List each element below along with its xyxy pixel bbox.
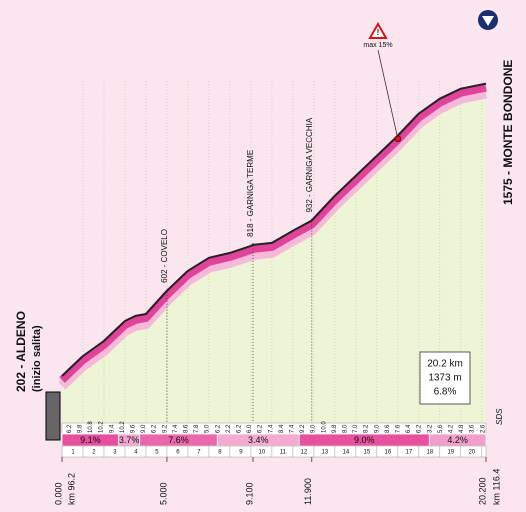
gradient-label: 7.0	[353, 424, 359, 433]
km-mark-label: 9.100	[244, 482, 254, 505]
warning-icon: !	[368, 21, 388, 39]
km-tick-label: 16	[384, 450, 391, 456]
profile-line	[59, 83, 487, 383]
gradient-label: 4.8	[459, 424, 465, 433]
gradient-label: 7.4	[268, 424, 274, 433]
gradient-label: 10.8	[88, 421, 94, 433]
gradient-label: 7.4	[289, 424, 295, 433]
summary-text: 20.2 km	[427, 359, 463, 370]
km-tick-label: 7	[197, 450, 201, 456]
gradient-label: 8.2	[364, 424, 370, 433]
gradient-label: 6.2	[236, 424, 242, 433]
start-block	[45, 391, 61, 441]
km-tick-label: 8	[218, 450, 222, 456]
km-mark-label: 20.200	[477, 477, 487, 505]
km-tick-label: 10	[259, 450, 266, 456]
gradient-label: 9.4	[109, 424, 115, 433]
km-tick-label: 4	[134, 450, 138, 456]
gradient-label: 7.6	[395, 424, 401, 433]
km-mark-label: 0.000	[53, 482, 63, 505]
gradient-label: 9.0	[141, 424, 147, 433]
km-tick-label: 2	[92, 450, 96, 456]
gradient-label: 7.8	[194, 424, 200, 433]
finish-label: 1575 - MONTE BONDONE	[501, 60, 515, 205]
km-tick-label: 9	[239, 450, 243, 456]
start-note: (inizio salita)	[31, 325, 43, 392]
finish-icon	[478, 10, 498, 30]
profile-ribbon	[58, 88, 487, 390]
gradient-label: 6.0	[247, 424, 253, 433]
gradient-label: 2.2	[226, 424, 232, 433]
waypoint-label: 932 - GARNIGA VECCHIA	[305, 117, 314, 212]
finish-km: km 116.4	[491, 469, 501, 505]
km-tick-label: 5	[155, 450, 159, 456]
segment-label: 7.6%	[168, 435, 189, 445]
km-tick-label: 18	[426, 450, 433, 456]
gradient-label: 6.2	[152, 424, 158, 433]
max-gradient-dot	[394, 135, 402, 143]
segment-label: 9.1%	[80, 435, 101, 445]
km-tick-label: 15	[364, 450, 371, 456]
start-km: km 96.2	[66, 473, 76, 505]
gradient-label: 8.4	[279, 424, 285, 433]
km-tick-label: 1	[71, 450, 75, 456]
km-tick-label: 12	[301, 450, 308, 456]
km-mark-label: 11.900	[303, 478, 313, 505]
gradient-label: 4.2	[448, 424, 454, 433]
profile-area	[62, 95, 486, 423]
gradient-label: 7.4	[173, 424, 179, 433]
gradient-label: 6.4	[406, 424, 412, 433]
waypoint-label: 818 - GARNIGA TERME	[246, 150, 255, 237]
gradient-label: 9.2	[162, 424, 168, 433]
gradient-label: 9.6	[130, 424, 136, 433]
waypoint-label: 602 - COVELO	[160, 229, 169, 283]
summary-box	[419, 351, 471, 405]
max-gradient-label: max 15%	[363, 42, 392, 49]
gradient-label: 6.2	[258, 424, 264, 433]
gradient-label: 6.2	[67, 424, 73, 433]
km-tick-label: 20	[468, 450, 475, 456]
summary-text: 6.8%	[434, 387, 457, 398]
gradient-label: 9.0	[374, 424, 380, 433]
gradient-label: 8.6	[183, 424, 189, 433]
svg-text:!: !	[377, 28, 380, 37]
gradient-label: 8.6	[385, 424, 391, 433]
km-row	[61, 445, 487, 458]
profile-edge	[61, 82, 487, 377]
km-tick-label: 14	[343, 450, 350, 456]
km-mark-label: 5.000	[158, 482, 168, 505]
km-tick-label: 17	[405, 450, 412, 456]
gradient-label: 8.0	[342, 424, 348, 433]
km-tick-label: 3	[113, 450, 117, 456]
gradient-label: 2.6	[480, 424, 486, 433]
gradient-label: 10.2	[120, 421, 126, 433]
segment-label: 3.4%	[248, 435, 269, 445]
gradient-label: 3.2	[427, 424, 433, 433]
gradient-label: 9.8	[332, 424, 338, 433]
km-tick-label: 6	[176, 450, 180, 456]
km-tick-label: 13	[322, 450, 329, 456]
gradient-label: 5.6	[438, 424, 444, 433]
gradient-label: 9.2	[300, 424, 306, 433]
segment-label: 4.2%	[447, 435, 468, 445]
gradient-label: 9.8	[77, 424, 83, 433]
summary-text: 1373 m	[428, 373, 461, 384]
gradient-label: 5.0	[205, 424, 211, 433]
km-tick-label: 19	[447, 450, 454, 456]
gradient-label: 10.2	[99, 421, 105, 433]
gradient-label: 6.2	[417, 424, 423, 433]
max-gradient-leader	[377, 49, 399, 139]
start-label: 202 - ALDENO	[14, 311, 28, 392]
credit: SDS	[495, 408, 504, 425]
gradient-label: 6.2	[215, 424, 221, 433]
gradient-label: 10.0	[321, 421, 327, 433]
km-tick-label: 11	[280, 450, 287, 456]
segment-label: 3.7%	[119, 435, 140, 445]
gradient-label: 9.0	[311, 424, 317, 433]
segment-label: 9.0%	[354, 435, 375, 445]
gradient-label: 3.6	[470, 424, 476, 433]
